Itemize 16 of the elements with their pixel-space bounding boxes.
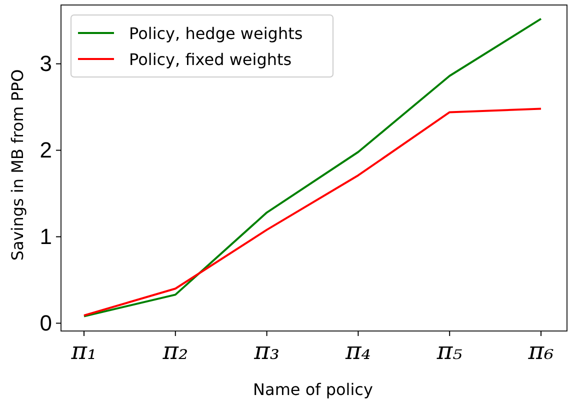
x-tick-label: π₃ <box>253 337 280 366</box>
line-series <box>83 108 542 316</box>
x-tick-label: π₁ <box>70 337 97 366</box>
legend-label: Policy, hedge weights <box>129 24 303 43</box>
x-tick-label: π₅ <box>436 337 463 366</box>
x-tick-label: π₄ <box>344 337 371 366</box>
x-axis-title: Name of policy <box>253 380 373 399</box>
x-tick-label: π₂ <box>162 337 188 366</box>
line-series <box>83 18 542 318</box>
x-tick-label: π₆ <box>527 337 554 366</box>
y-tick-label: 1 <box>40 224 52 249</box>
y-axis-title: Savings in MB from PPO <box>8 69 27 261</box>
y-tick-label: 0 <box>40 310 52 336</box>
y-tick-label: 3 <box>40 50 52 76</box>
y-tick-label: 2 <box>40 137 52 162</box>
legend-label: Policy, fixed weights <box>129 50 292 69</box>
